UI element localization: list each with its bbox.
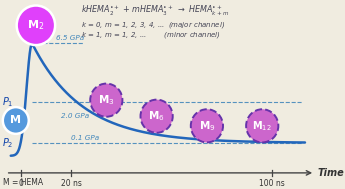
Text: 20 ns: 20 ns: [61, 179, 81, 188]
Ellipse shape: [191, 109, 223, 142]
Text: M: M: [10, 115, 21, 125]
Text: M$_{12}$: M$_{12}$: [253, 119, 272, 133]
Text: 100 ns: 100 ns: [259, 179, 285, 188]
Ellipse shape: [140, 100, 173, 133]
Text: 0.1 GPa: 0.1 GPa: [71, 135, 99, 141]
Text: M$_3$: M$_3$: [98, 93, 115, 107]
Text: 2.0 GPa: 2.0 GPa: [61, 113, 89, 119]
Ellipse shape: [17, 5, 55, 45]
Text: $k$ = 1, $m$ = 1, 2, ...        (minor channel): $k$ = 1, $m$ = 1, 2, ... (minor channel): [81, 29, 221, 40]
Text: M$_6$: M$_6$: [148, 109, 165, 123]
Text: M$_2$: M$_2$: [27, 18, 45, 32]
Text: P$_1$: P$_1$: [2, 95, 13, 109]
Ellipse shape: [246, 109, 278, 142]
Text: $k$ = 0, $m$ = 1, 2, 3, 4, ...  (major channel): $k$ = 0, $m$ = 1, 2, 3, 4, ... (major ch…: [81, 20, 225, 30]
Text: Time: Time: [317, 168, 344, 178]
Text: P$_2$: P$_2$: [2, 136, 13, 150]
Text: 0: 0: [18, 179, 23, 188]
Ellipse shape: [3, 107, 29, 134]
Text: M$_9$: M$_9$: [199, 119, 215, 133]
Ellipse shape: [90, 84, 122, 117]
Text: $k$HEMA$_2^{\bullet+}$ + $m$HEMA$_3^{\bullet+}$ $\rightarrow$ HEMA$_{k+m}^{\bull: $k$HEMA$_2^{\bullet+}$ + $m$HEMA$_3^{\bu…: [81, 4, 229, 18]
Text: M = HEMA: M = HEMA: [3, 178, 43, 187]
Text: 6.5 GPa: 6.5 GPa: [56, 35, 84, 41]
